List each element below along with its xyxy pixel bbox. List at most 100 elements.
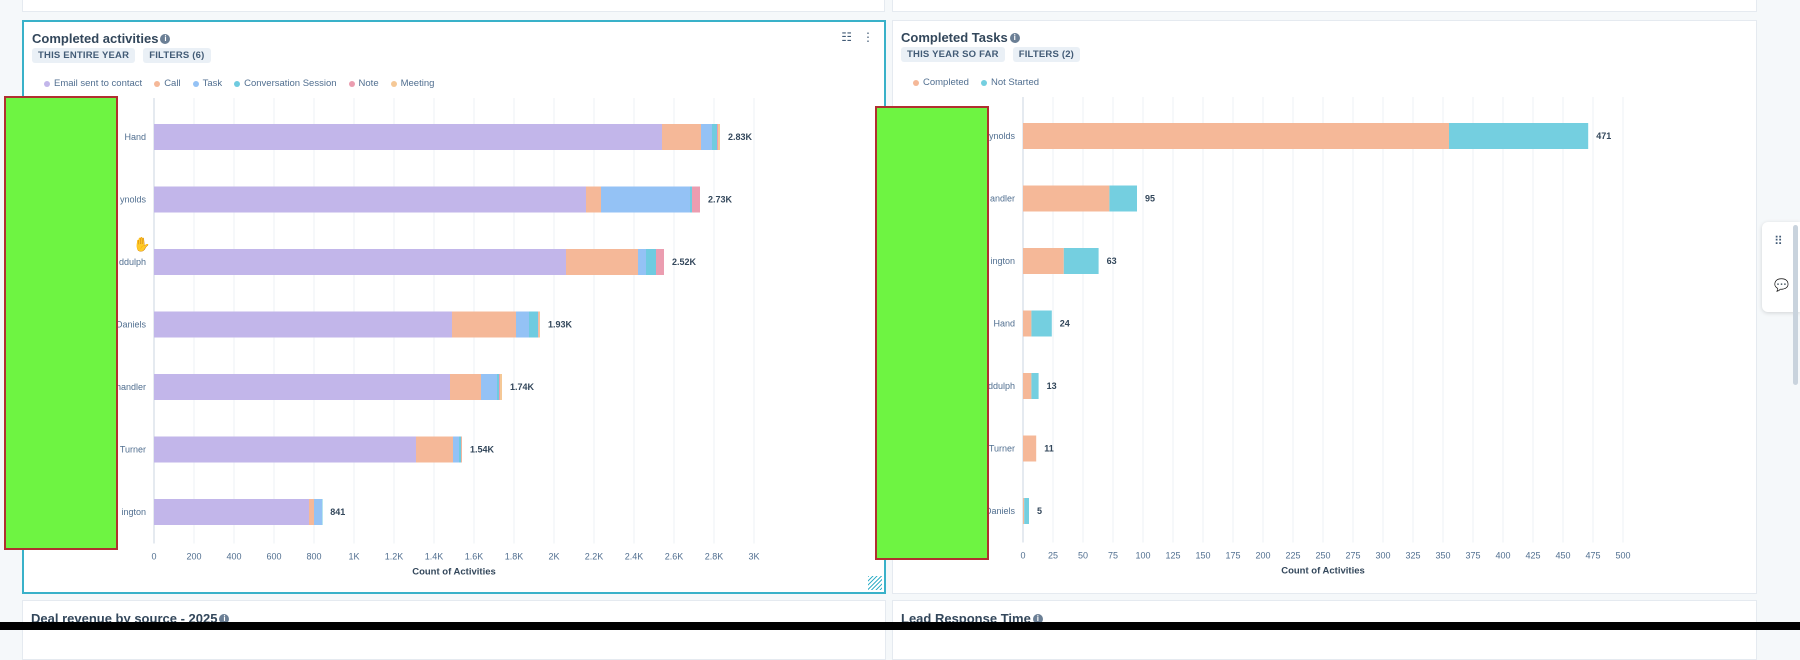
bar-total-label: 5 <box>1037 506 1042 516</box>
sliders-icon[interactable]: ☷ <box>841 30 852 44</box>
resize-handle[interactable] <box>868 576 882 590</box>
legend-item[interactable]: Task <box>192 78 223 89</box>
bar-total-label: 2.83K <box>728 132 753 142</box>
bar-segment <box>1031 373 1039 399</box>
bar-segment <box>1449 123 1589 149</box>
x-axis-label: Count of Activities <box>412 567 496 578</box>
legend-label: Not Started <box>990 77 1040 88</box>
info-icon[interactable]: i <box>1009 32 1020 43</box>
deal-revenue-card[interactable]: Deal revenue by source - 2025 i <box>22 600 886 660</box>
bar-segment <box>1023 248 1064 274</box>
legend-dot <box>44 80 50 87</box>
category-label: Turner <box>120 445 146 455</box>
bar-segment <box>461 436 462 463</box>
x-tick-label: 150 <box>1195 551 1210 561</box>
x-tick-label: 1.4K <box>425 552 444 562</box>
bar-total-label: 2.73K <box>708 195 733 205</box>
bar-segment <box>1109 185 1137 212</box>
legend-label: Call <box>164 78 181 89</box>
legend-item[interactable]: Call <box>154 78 181 89</box>
bar-segment <box>481 374 497 400</box>
previous-card-right <box>892 0 1757 12</box>
x-tick-label: 2.6K <box>665 552 684 562</box>
bar-segment <box>601 186 690 213</box>
x-tick-label: 175 <box>1225 551 1240 561</box>
category-label: ynolds <box>120 195 147 205</box>
lead-response-time-card[interactable]: Lead Response Time i <box>892 600 1757 660</box>
more-options-icon[interactable]: ⋮ <box>862 30 874 44</box>
category-label: Daniels <box>116 320 147 330</box>
info-icon[interactable]: i <box>219 613 230 624</box>
legend-label: Task <box>202 78 223 89</box>
date-range-pill[interactable]: THIS YEAR SO FAR <box>901 47 1005 62</box>
card-title: Completed Tasks i <box>901 30 1020 45</box>
x-tick-label: 125 <box>1165 551 1180 561</box>
legend-dot <box>234 80 241 87</box>
x-tick-label: 225 <box>1285 551 1300 561</box>
completed-activities-card[interactable]: Completed activities i THIS ENTIRE YEAR … <box>22 20 886 594</box>
x-tick-label: 400 <box>1495 551 1510 561</box>
bar-segment <box>452 311 516 338</box>
bar-segment <box>701 124 712 150</box>
info-icon[interactable]: i <box>1032 613 1043 624</box>
completed-activities-chart: 0 200 400 600 800 1K 1.2K 1.4K 1.6K 1.8K 2K 2.2K 2.4… <box>116 98 760 578</box>
x-tick-label: 600 <box>266 552 281 562</box>
legend-item[interactable]: Email sent to contact <box>44 78 142 89</box>
bar-segment <box>538 311 539 338</box>
card-title: Completed activities i <box>32 31 171 46</box>
bar-segment <box>1023 185 1110 212</box>
bar-segment <box>1063 248 1099 274</box>
bar-segment <box>500 374 502 400</box>
legend-label: Note <box>358 78 379 89</box>
bar-total-label: 63 <box>1107 256 1117 266</box>
bar-segment <box>459 436 461 463</box>
bar-segment <box>656 249 664 275</box>
bar-segment <box>646 249 656 275</box>
x-tick-label: 200 <box>186 552 201 562</box>
legend-item[interactable]: Conversation Session <box>234 78 337 89</box>
legend-dot <box>192 80 199 87</box>
x-tick-label: 800 <box>306 552 321 562</box>
x-tick-label: 1.2K <box>385 552 404 562</box>
category-label: Hand <box>993 319 1015 329</box>
bar-segment <box>712 124 717 150</box>
x-tick-label: 300 <box>1375 551 1390 561</box>
completed-tasks-card[interactable]: Completed Tasks i THIS YEAR SO FAR FILTE… <box>892 20 1757 594</box>
date-range-pill[interactable]: THIS ENTIRE YEAR <box>32 48 136 63</box>
category-label: ynolds <box>989 131 1016 141</box>
bar-segment <box>450 374 481 400</box>
legend-item[interactable]: Not Started <box>980 77 1040 88</box>
bar-segment <box>154 436 416 463</box>
x-tick-label: 50 <box>1078 551 1088 561</box>
category-label: Hand <box>124 132 146 142</box>
legend-item[interactable]: Meeting <box>390 78 434 89</box>
bar-segment <box>662 124 701 150</box>
scrollbar[interactable] <box>1793 225 1798 385</box>
legend-item[interactable]: Note <box>348 78 379 89</box>
x-tick-label: 400 <box>226 552 241 562</box>
bar-segment <box>1031 310 1052 337</box>
category-label: Turner <box>989 444 1015 454</box>
category-label: Daniels <box>985 506 1016 516</box>
completed-tasks-chart: 0 25 50 75 100 125 150 175 200 225 250 275 300 325 350… <box>985 97 1631 577</box>
legend-label: Email sent to contact <box>54 78 143 89</box>
bar-segment <box>692 186 700 213</box>
chart-legend: Completed Not Started <box>913 77 1039 88</box>
filters-pill[interactable]: FILTERS (2) <box>1012 47 1081 62</box>
previous-card-left <box>22 0 885 12</box>
info-icon[interactable]: i <box>160 33 171 44</box>
bar-segment <box>718 124 720 150</box>
filters-pill[interactable]: FILTERS (6) <box>143 48 211 63</box>
bar-total-label: 13 <box>1047 381 1057 391</box>
bar-segment <box>309 499 314 525</box>
x-tick-label: 200 <box>1255 551 1270 561</box>
bar-segment <box>1024 498 1029 524</box>
grid-icon[interactable]: ⠿ <box>1774 234 1783 248</box>
chart-legend: Email sent to contact Call Task Conversatio… <box>44 78 434 89</box>
x-tick-label: 75 <box>1108 551 1118 561</box>
x-tick-label: 425 <box>1525 551 1540 561</box>
chat-icon[interactable]: 💬 <box>1774 278 1789 292</box>
legend-item[interactable]: Completed <box>913 77 969 88</box>
bar-total-label: 2.52K <box>672 257 697 267</box>
x-tick-label: 2.2K <box>585 552 604 562</box>
